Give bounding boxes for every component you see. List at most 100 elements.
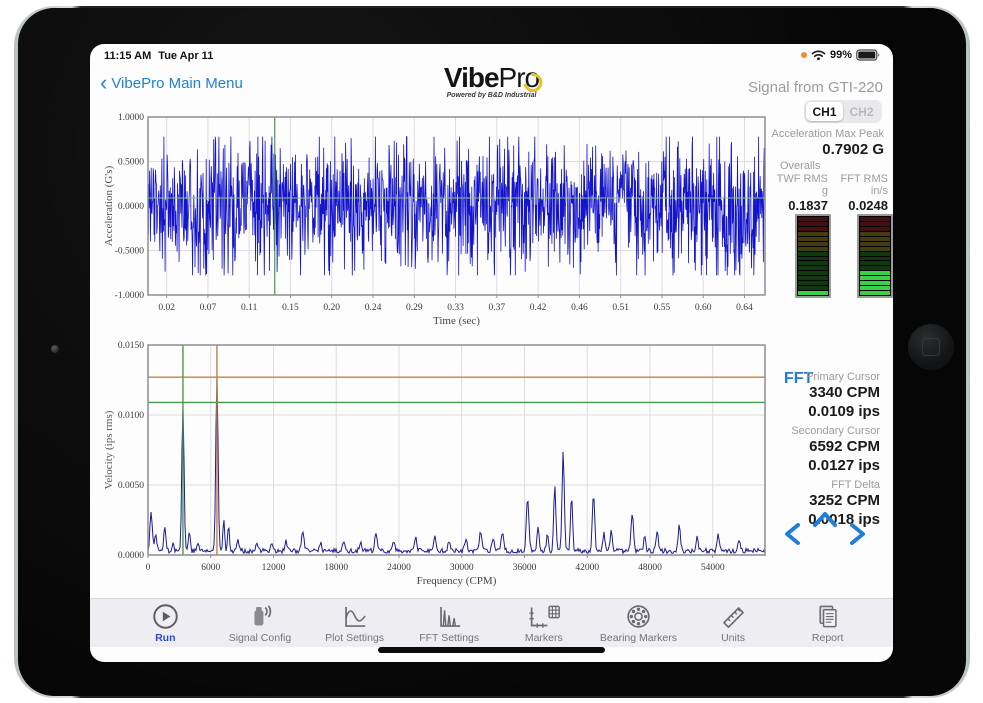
app-screen: 11:15 AM Tue Apr 11 99% [90, 44, 893, 662]
clock-time: 11:15 AM [104, 50, 152, 62]
toolbar-units-button[interactable]: Units [686, 603, 781, 644]
logo-text-light: Pr [498, 62, 526, 93]
svg-text:0.0050: 0.0050 [118, 481, 144, 491]
back-to-main-menu-link[interactable]: ‹ VibePro Main Menu [100, 72, 243, 94]
home-button-glyph [922, 338, 940, 356]
channel-ch2-button[interactable]: CH2 [849, 104, 874, 119]
battery-icon [856, 49, 880, 61]
svg-text:0.37: 0.37 [489, 303, 506, 313]
logo-text-bold: Vibe [443, 62, 500, 93]
primary-cursor-label: Primary Cursor [806, 371, 880, 383]
report-icon [819, 605, 837, 627]
time-waveform-chart[interactable]: 1.0000 0.5000 0.0000 -0.5000 -1.0000 0.02 0.07… [98, 108, 786, 334]
back-link-label: VibePro Main Menu [111, 75, 243, 92]
meter-segment [798, 256, 828, 261]
twf-rms-column: TWF RMS g 0.1837 [766, 173, 828, 213]
svg-text:12000: 12000 [262, 563, 286, 573]
meter-segment [860, 291, 890, 295]
toolbar-markers-label: Markers [524, 631, 563, 644]
fft-rms-unit: in/s [870, 185, 888, 197]
fft-rms-value: 0.0248 [848, 198, 888, 213]
svg-text:1.0000: 1.0000 [118, 113, 144, 123]
svg-text:0.60: 0.60 [695, 303, 712, 313]
toolbar-plot-settings-label: Plot Settings [325, 631, 385, 644]
clock-date: Tue Apr 11 [158, 50, 214, 62]
vibepro-logo: VibePro Powered by B&D Industrial [443, 62, 540, 100]
secondary-cursor-label: Secondary Cursor [791, 425, 880, 437]
twf-rms-label: TWF RMS [776, 173, 828, 185]
twf-rms-level-meter [795, 214, 831, 298]
toolbar-fft-settings-button[interactable]: FFT Settings [402, 603, 497, 644]
fft-rms-level-meter [857, 214, 893, 298]
svg-text:18000: 18000 [324, 563, 348, 573]
meter-segment [798, 231, 828, 236]
svg-text:30000: 30000 [450, 563, 474, 573]
svg-text:0.07: 0.07 [200, 303, 217, 313]
meter-segment [860, 286, 890, 291]
meter-segment [798, 221, 828, 226]
toolbar-run-button[interactable]: Run [118, 603, 213, 644]
svg-text:54000: 54000 [701, 563, 725, 573]
signal-source-label: Signal from GTI-220 [747, 79, 883, 96]
meter-segment [860, 261, 890, 266]
secondary-cursor-ips: 0.0127 ips [808, 457, 880, 474]
cursor-up-arrow[interactable] [812, 510, 838, 530]
twf-rms-value: 0.1837 [788, 198, 828, 213]
meter-segment [798, 281, 828, 286]
primary-cursor-cpm: 3340 CPM [809, 384, 880, 401]
status-bar-right: 99% [800, 49, 881, 61]
meter-segment [798, 251, 828, 256]
channel-ch1-button[interactable]: CH1 [806, 102, 843, 121]
toolbar-signal-config-button[interactable]: Signal Config [213, 603, 308, 644]
home-indicator[interactable] [378, 647, 605, 653]
fft-delta-cpm: 3252 CPM [809, 492, 880, 509]
home-button[interactable] [908, 324, 954, 370]
cursor-left-arrow[interactable] [782, 522, 804, 546]
svg-text:0: 0 [146, 563, 151, 573]
primary-cursor-ips: 0.0109 ips [808, 403, 880, 420]
svg-text:0.51: 0.51 [612, 303, 629, 313]
svg-text:0.33: 0.33 [447, 303, 464, 313]
meter-segment [798, 266, 828, 271]
svg-text:0.0100: 0.0100 [118, 411, 144, 421]
meter-segment [798, 241, 828, 246]
svg-text:0.20: 0.20 [323, 303, 340, 313]
fft-delta-label: FFT Delta [831, 479, 880, 491]
sensor-icon [254, 605, 272, 625]
spectrum-plot-icon [439, 606, 460, 627]
ipad-edge: 11:15 AM Tue Apr 11 99% [14, 6, 970, 698]
front-camera [51, 345, 59, 353]
svg-text:42000: 42000 [575, 563, 599, 573]
toolbar-plot-settings-button[interactable]: Plot Settings [307, 603, 402, 644]
play-icon [153, 603, 178, 629]
meter-segment [860, 231, 890, 236]
toolbar-markers-button[interactable]: Markers [497, 603, 592, 644]
cursor-right-arrow[interactable] [846, 522, 868, 546]
cursor-navigation [782, 506, 882, 548]
secondary-cursor-cpm: 6592 CPM [809, 438, 880, 455]
meter-segment [798, 246, 828, 251]
meter-segment [798, 276, 828, 281]
svg-text:0.5000: 0.5000 [118, 158, 144, 168]
toolbar-bearing-markers-button[interactable]: Bearing Markers [591, 603, 686, 644]
toolbar-bearing-markers-label: Bearing Markers [599, 631, 677, 644]
svg-text:Time (sec): Time (sec) [433, 315, 480, 327]
meter-segment [860, 246, 890, 251]
meter-segment [860, 271, 890, 276]
svg-text:Frequency (CPM): Frequency (CPM) [417, 575, 497, 587]
svg-text:Velocity (ips rms): Velocity (ips rms) [103, 410, 115, 489]
svg-text:6000: 6000 [201, 563, 220, 573]
wifi-icon [811, 50, 826, 61]
toolbar-units-label: Units [721, 631, 746, 644]
toolbar-fft-settings-label: FFT Settings [419, 631, 480, 644]
meter-segment [860, 266, 890, 271]
overalls-label: Overalls [780, 160, 821, 172]
toolbar-report-button[interactable]: Report [780, 603, 875, 644]
meter-segment [860, 226, 890, 231]
toolbar-signal-config-label: Signal Config [228, 631, 292, 644]
svg-text:0.0000: 0.0000 [118, 551, 144, 561]
svg-text:0.55: 0.55 [654, 303, 671, 313]
channel-segmented-control: CH1 CH2 [804, 100, 882, 123]
